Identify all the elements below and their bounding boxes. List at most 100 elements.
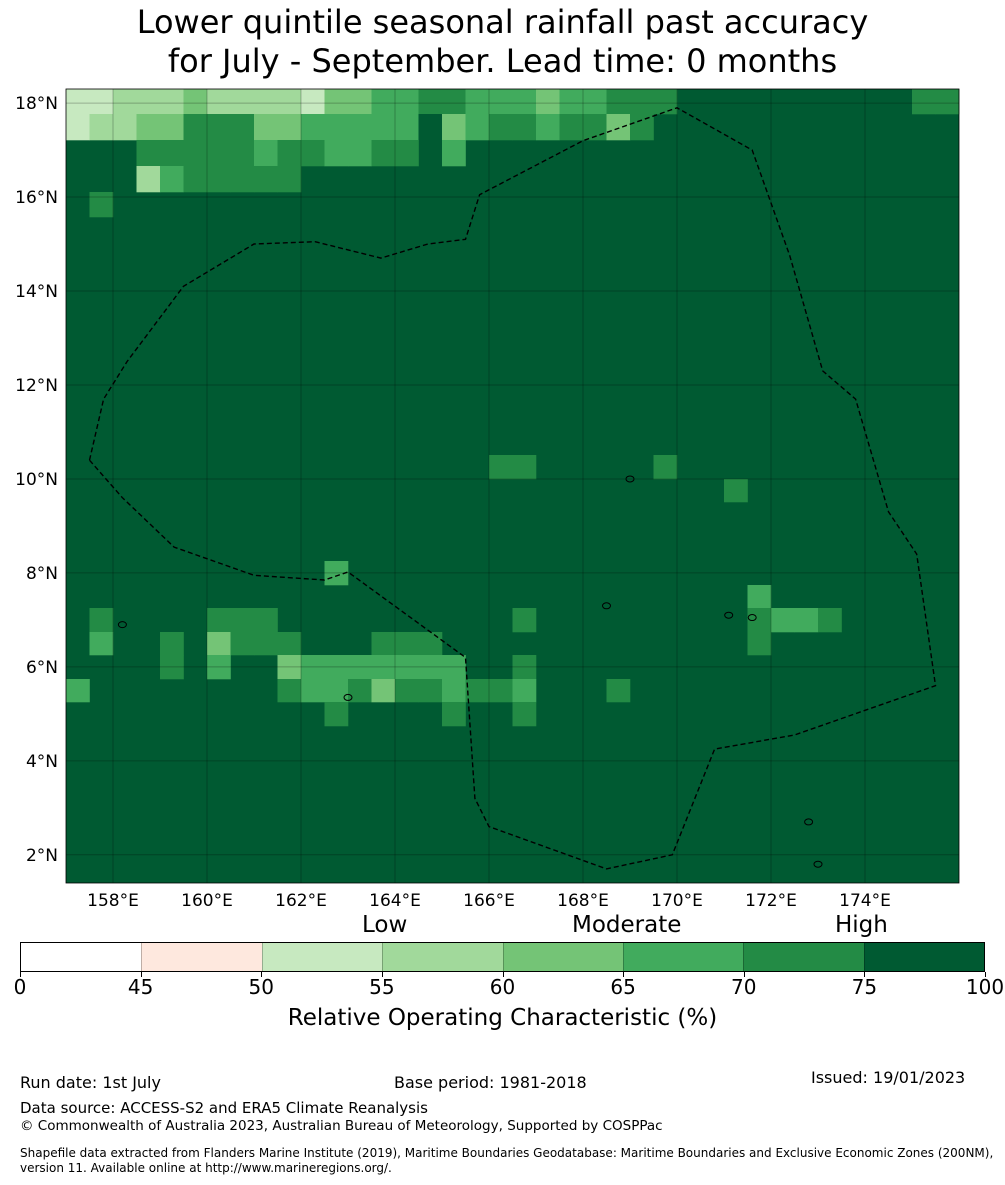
lon-tick-label: 174°E xyxy=(839,891,891,910)
grid-cell xyxy=(418,655,443,680)
base-period: Base period: 1981-2018 xyxy=(394,1073,587,1092)
grid-cell xyxy=(207,632,231,656)
grid-cell xyxy=(301,89,325,115)
grid-cell xyxy=(489,89,513,115)
grid-cell xyxy=(160,114,184,141)
grid-cell xyxy=(277,89,302,115)
grid-cell xyxy=(183,114,208,141)
colorbar-tickmark xyxy=(743,972,745,977)
island-outlines xyxy=(117,475,823,868)
grid-cell xyxy=(747,585,772,609)
grid-cell xyxy=(207,89,231,115)
grid-cell xyxy=(395,89,419,115)
grid-cell xyxy=(512,679,537,703)
grid-cell xyxy=(324,561,349,586)
grid-cell xyxy=(442,140,466,167)
shapefile-credit: Shapefile data extracted from Flanders M… xyxy=(20,1146,994,1175)
grid-cell xyxy=(160,632,184,656)
grid-cell xyxy=(724,479,748,503)
grid-cell xyxy=(653,455,678,480)
colorbar-segment xyxy=(502,943,623,971)
colorbar xyxy=(20,942,985,972)
grid-cell xyxy=(136,166,161,193)
lon-tick-label: 170°E xyxy=(651,891,703,910)
grid-cell xyxy=(160,166,184,193)
grid-cell xyxy=(418,632,443,656)
grid-cell xyxy=(89,89,114,115)
map-gridlines xyxy=(66,89,959,883)
lat-tick-label: 4°N xyxy=(26,752,58,772)
colorbar-segment xyxy=(622,943,744,971)
colorbar-label: Relative Operating Characteristic (%) xyxy=(287,1005,718,1031)
grid-cell xyxy=(583,89,607,115)
colorbar-tick-label: 65 xyxy=(610,975,636,999)
lat-tick-label: 16°N xyxy=(15,188,58,208)
grid-cell xyxy=(254,608,278,633)
grid-cell xyxy=(89,632,114,656)
grid-cell xyxy=(512,114,537,141)
grid-cell xyxy=(324,655,349,680)
grid-cell xyxy=(277,114,302,141)
grid-cell xyxy=(207,166,231,193)
colorbar-tick-label: 70 xyxy=(731,975,757,999)
grid-cell xyxy=(371,632,396,656)
level-moderate-label: Moderate xyxy=(572,912,682,938)
lon-tick-label: 158°E xyxy=(87,891,139,910)
grid-cell xyxy=(512,608,537,633)
grid-cell xyxy=(794,608,819,633)
level-high-label: High xyxy=(835,912,888,938)
lat-tick-label: 8°N xyxy=(26,564,58,584)
grid-cell xyxy=(465,89,490,115)
colorbar-segment xyxy=(141,943,262,971)
island-outline xyxy=(625,475,635,483)
grid-cell xyxy=(277,140,302,167)
grid-cell xyxy=(653,89,678,115)
grid-cell xyxy=(536,89,560,115)
grid-cell xyxy=(395,679,419,703)
island-outline xyxy=(602,602,611,610)
grid-cell xyxy=(254,166,278,193)
grid-cell xyxy=(489,679,513,703)
grid-cell xyxy=(442,114,466,141)
grid-cell xyxy=(395,140,419,167)
grid-cell xyxy=(465,679,490,703)
rainfall-accuracy-map: 158°E 160°E 162°E 164°E 166°E 168°E 170°E 172°E… xyxy=(15,88,960,910)
grid-cell xyxy=(136,89,161,115)
lat-tick-label: 2°N xyxy=(26,846,58,866)
grid-cell xyxy=(348,140,372,167)
grid-cell xyxy=(606,89,631,115)
grid-cell xyxy=(536,114,560,141)
map-frame xyxy=(65,88,960,884)
island-outline xyxy=(343,693,353,701)
grid-cell xyxy=(160,140,184,167)
grid-cell xyxy=(465,114,490,141)
grid-cell xyxy=(418,89,443,115)
grid-cell xyxy=(348,89,372,115)
grid-cell xyxy=(371,140,396,167)
grid-cell xyxy=(324,702,349,727)
grid-cell xyxy=(113,114,137,141)
accuracy-grid-cells xyxy=(66,89,960,883)
colorbar-segment xyxy=(863,943,984,971)
colorbar-tickmark xyxy=(261,972,263,977)
grid-cell xyxy=(66,89,90,115)
grid-cell xyxy=(442,89,466,115)
grid-cell xyxy=(66,679,90,703)
lon-tick-label: 160°E xyxy=(181,891,233,910)
colorbar-segment xyxy=(21,943,142,971)
colorbar-tickmark xyxy=(502,972,504,977)
grid-cell xyxy=(771,608,795,633)
lon-tick-label: 164°E xyxy=(369,891,421,910)
grid-cell xyxy=(277,632,302,656)
colorbar-tickmark xyxy=(140,972,142,977)
grid-cell xyxy=(230,89,255,115)
level-low-label: Low xyxy=(362,912,408,938)
grid-cell xyxy=(113,89,137,115)
grid-cell xyxy=(747,608,772,633)
grid-cell xyxy=(89,608,114,633)
grid-cell xyxy=(277,679,302,703)
colorbar-segment xyxy=(743,943,864,971)
grid-cell xyxy=(559,89,584,115)
colorbar-segment xyxy=(382,943,503,971)
colorbar-tick-label: 50 xyxy=(248,975,274,999)
